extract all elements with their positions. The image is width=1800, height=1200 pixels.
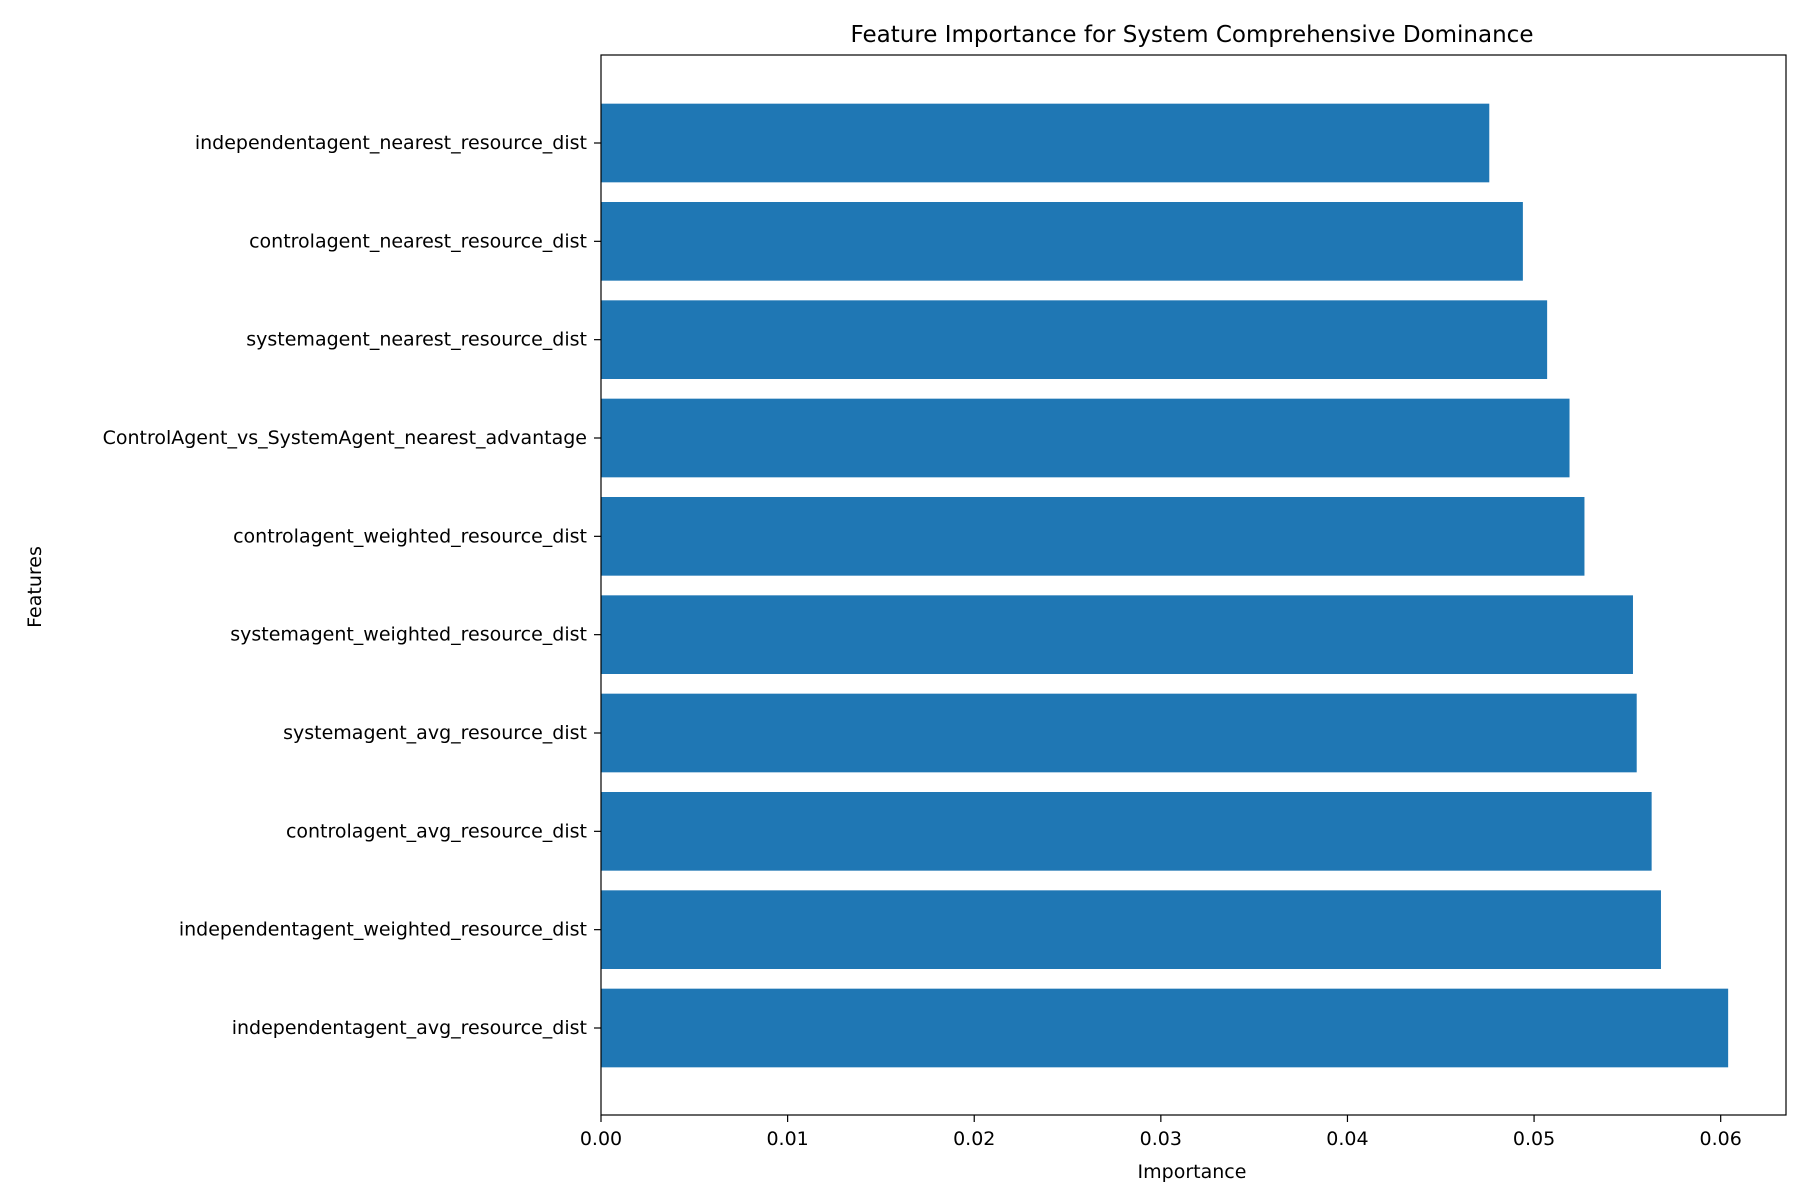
x-tick-label: 0.05 [1513, 1128, 1555, 1150]
x-tick-label: 0.03 [1140, 1128, 1182, 1150]
bar [601, 988, 1729, 1068]
bar [601, 497, 1585, 576]
bar [601, 890, 1661, 969]
y-axis-label: Features [24, 546, 46, 628]
x-tick-label: 0.01 [766, 1128, 808, 1150]
x-tick-label: 0.06 [1700, 1128, 1742, 1150]
y-tick-label: independentagent_nearest_resource_dist [195, 132, 587, 154]
y-tick-labels: independentagent_nearest_resource_distco… [103, 132, 601, 1039]
chart-title: Feature Importance for System Comprehens… [851, 22, 1534, 48]
bar [601, 398, 1570, 478]
y-tick-label: systemagent_weighted_resource_dist [230, 624, 587, 646]
bars-group [601, 103, 1729, 1068]
y-tick-label: controlagent_avg_resource_dist [286, 820, 587, 842]
bar [601, 693, 1637, 773]
bar [601, 595, 1633, 674]
x-axis-label: Importance [1138, 1161, 1247, 1183]
y-tick-label: systemagent_nearest_resource_dist [246, 329, 587, 351]
x-tick-label: 0.00 [580, 1128, 622, 1150]
y-tick-label: ControlAgent_vs_SystemAgent_nearest_adva… [103, 427, 587, 449]
plot-frame [600, 54, 1787, 1116]
x-tick-label: 0.02 [953, 1128, 995, 1150]
bar [601, 202, 1523, 281]
y-tick-label: controlagent_weighted_resource_dist [233, 525, 587, 547]
bar [601, 300, 1548, 379]
bar [601, 792, 1652, 871]
y-tick-label: controlagent_nearest_resource_dist [249, 230, 587, 252]
y-tick-label: independentagent_avg_resource_dist [232, 1017, 587, 1039]
bar [601, 103, 1490, 183]
x-tick-label: 0.04 [1326, 1128, 1368, 1150]
y-tick-label: independentagent_weighted_resource_dist [179, 919, 587, 941]
x-ticks: 0.00 0.01 0.02 0.03 0.04 0.05 0.06 [580, 1115, 1742, 1150]
y-tick-label: systemagent_avg_resource_dist [283, 722, 587, 744]
